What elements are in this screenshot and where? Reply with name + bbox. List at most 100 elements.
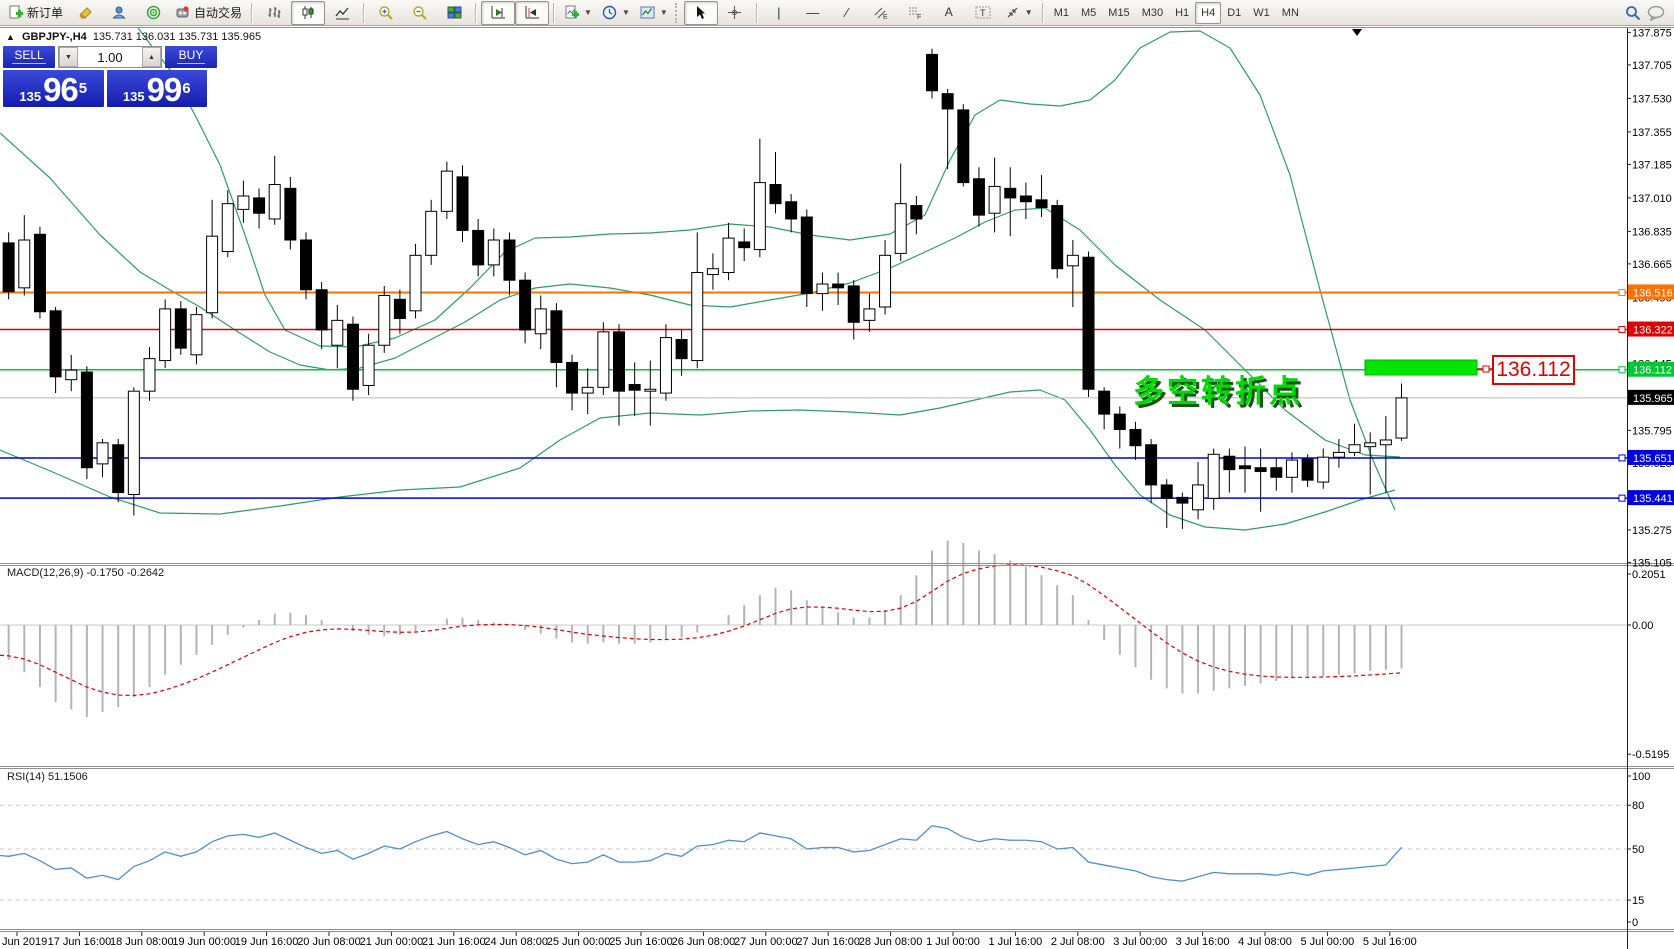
time-axis-label: 20 Jun 08:00 — [297, 936, 361, 948]
horizontal-line-button[interactable]: — — [796, 1, 830, 25]
rsi-axis-label: 100 — [1632, 771, 1650, 783]
fibonacci-button[interactable]: F — [898, 1, 932, 25]
bid-prefix: 135 — [19, 89, 42, 104]
price-axis-label: 135.105 — [1632, 557, 1672, 569]
bollinger-upper-band — [137, 27, 1396, 511]
timeframe-mn[interactable]: MN — [1281, 6, 1299, 19]
text-icon: A — [944, 5, 953, 19]
timeframe-h1[interactable]: H1 — [1175, 6, 1190, 19]
candle — [738, 241, 751, 249]
time-axis-label: 3 Jul 16:00 — [1176, 936, 1230, 948]
buy-button[interactable]: BUY — [165, 46, 217, 68]
candlestick-chart-button[interactable] — [291, 0, 326, 25]
text-button[interactable]: A — [932, 1, 966, 25]
scroll-marker-icon — [1352, 29, 1362, 36]
price-badge — [1628, 449, 1674, 465]
bid-pip-fraction: 5 — [78, 80, 88, 97]
autotrading-button[interactable]: 自动交易 — [170, 1, 247, 25]
volume-increase-button[interactable]: ▲ — [142, 47, 161, 67]
bid-price-button[interactable]: 135 96 5 — [3, 70, 104, 107]
line-chart-button[interactable] — [325, 1, 359, 25]
toolbar-drag-handle[interactable] — [674, 2, 682, 23]
time-axis-label: 17 Jun 16:00 — [48, 936, 112, 948]
trendline-button[interactable]: ∕ — [830, 1, 864, 25]
toolbar-separator — [1041, 2, 1044, 23]
new-order-button[interactable]: 新订单 — [3, 1, 68, 25]
chart-shift-icon — [525, 6, 539, 19]
dropdown-caret-icon: ▼ — [621, 8, 630, 17]
ask-price-button[interactable]: 135 99 6 — [106, 70, 207, 107]
candle — [628, 383, 641, 391]
crosshair-button[interactable] — [718, 1, 752, 25]
timeframe-m5[interactable]: M5 — [1081, 6, 1097, 19]
candle — [675, 339, 688, 360]
candle — [331, 319, 344, 346]
timeframe-m1[interactable]: M1 — [1053, 6, 1069, 19]
time-axis-label: 19 Jun 00:00 — [172, 936, 236, 948]
price-axis-label: 136.665 — [1632, 259, 1672, 271]
candle — [1192, 484, 1205, 511]
new-order-label: 新订单 — [27, 6, 64, 20]
candle — [534, 308, 547, 335]
timeframe-m30[interactable]: M30 — [1141, 6, 1164, 19]
candle — [769, 184, 782, 205]
svg-text:E: E — [883, 14, 888, 20]
candle — [1254, 467, 1267, 473]
chart-shift-button[interactable] — [515, 0, 550, 25]
candle — [1098, 390, 1111, 415]
candle — [503, 239, 516, 281]
autotrading-icon — [176, 6, 189, 18]
sell-button[interactable]: SELL — [3, 46, 55, 68]
autoscroll-button[interactable] — [481, 0, 516, 25]
signal-button[interactable] — [136, 1, 170, 25]
hline-handle — [1618, 288, 1626, 296]
search-icon[interactable] — [1625, 5, 1641, 21]
timeframe-m15[interactable]: M15 — [1108, 6, 1130, 19]
timeframe-d1[interactable]: D1 — [1227, 6, 1242, 19]
text-label-button[interactable]: T — [966, 1, 1000, 25]
timeframe-h4[interactable]: H4 — [1195, 1, 1222, 24]
candle — [1082, 256, 1095, 390]
chat-icon[interactable] — [1647, 5, 1665, 21]
volume-decrease-button[interactable]: ▼ — [59, 47, 78, 67]
zoom-in-button[interactable] — [369, 1, 403, 25]
cursor-button[interactable] — [683, 0, 718, 25]
timeframe-w1[interactable]: W1 — [1253, 6, 1270, 19]
tile-windows-button[interactable] — [437, 1, 471, 25]
candle — [1019, 195, 1032, 203]
eraser-button[interactable] — [68, 1, 102, 25]
periods-button[interactable]: ▼ — [597, 1, 635, 25]
new-order-icon — [9, 5, 23, 19]
profile-button[interactable] — [102, 1, 136, 25]
add-indicator-button[interactable]: ▼ — [559, 1, 597, 25]
candle — [65, 369, 78, 381]
arrows-button[interactable]: ▼ — [1000, 1, 1038, 25]
vertical-line-button[interactable]: | — [762, 1, 796, 25]
templates-button[interactable]: ▼ — [635, 1, 673, 25]
collapse-triangle-icon[interactable]: ▲ — [6, 32, 15, 42]
toolbar-separator — [363, 2, 366, 23]
volume-input[interactable] — [78, 47, 142, 67]
price-badge — [1628, 361, 1674, 377]
svg-text:F: F — [917, 14, 921, 20]
channel-button[interactable]: E — [864, 1, 898, 25]
chart-annotation-text: 多空转折点 — [1133, 374, 1303, 410]
time-axis-label: 25 Jun 16:00 — [609, 936, 673, 948]
text-label-icon: T — [975, 6, 991, 19]
bar-chart-button[interactable] — [257, 1, 291, 25]
time-axis-label: 27 Jun 16:00 — [796, 936, 860, 948]
candlestick-chart-icon — [302, 6, 314, 19]
zoom-out-button[interactable] — [403, 1, 437, 25]
candle — [284, 187, 297, 241]
ask-pip-fraction: 6 — [182, 80, 191, 97]
candle — [1207, 453, 1220, 499]
candle — [159, 308, 172, 362]
candle — [816, 283, 829, 295]
price-callout-label: 136.112 — [1492, 355, 1575, 385]
profile-icon — [111, 6, 126, 19]
candle — [253, 197, 266, 214]
time-axis-label: 24 Jun 08:00 — [484, 936, 548, 948]
toolbar-separator — [755, 2, 758, 23]
